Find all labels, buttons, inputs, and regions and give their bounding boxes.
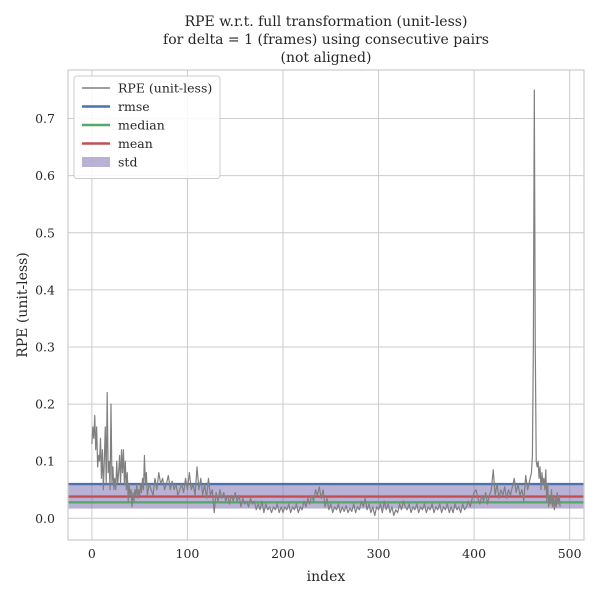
legend-box <box>73 75 221 179</box>
x-tick-label: 100 <box>176 546 200 561</box>
y-tick-label: 0.0 <box>35 511 55 526</box>
y-tick-label: 0.7 <box>35 111 55 126</box>
legend-label-rmse: rmse <box>118 99 150 114</box>
x-tick-labels: 0 100 200 300 400 500 <box>88 546 582 561</box>
y-tick-labels: 0.0 0.1 0.2 0.3 0.4 0.5 0.6 0.7 <box>35 111 55 526</box>
x-tick-label: 400 <box>462 546 486 561</box>
y-tick-label: 0.2 <box>35 397 55 412</box>
x-tick-label: 500 <box>558 546 582 561</box>
title-line-2: for delta = 1 (frames) using consecutive… <box>163 32 489 48</box>
y-tick-label: 0.1 <box>35 454 55 469</box>
series-layer <box>91 89 561 517</box>
plot-frame <box>67 69 585 541</box>
chart-title: RPE w.r.t. full transformation (unit-les… <box>163 14 489 66</box>
legend-label-median: median <box>118 118 165 133</box>
y-tick-label: 0.6 <box>35 168 55 183</box>
legend-label-rpe-unit-less: RPE (unit-less) <box>118 81 212 96</box>
title-line-3: (not aligned) <box>281 50 372 66</box>
y-tick-label: 0.3 <box>35 339 55 354</box>
y-tick-label: 0.4 <box>35 282 55 297</box>
y-axis-label: RPE (unit-less) <box>15 252 31 358</box>
legend-swatch-std <box>82 157 110 167</box>
x-tick-label: 200 <box>271 546 295 561</box>
title-line-1: RPE w.r.t. full transformation (unit-les… <box>185 14 468 30</box>
grid-lines <box>68 70 584 540</box>
x-axis-label: index <box>307 569 346 585</box>
legend-label-mean: mean <box>118 136 153 151</box>
x-tick-label: 0 <box>88 546 96 561</box>
legend: RPE (unit-less) rmse median mean std <box>73 75 221 179</box>
rpe-series-line <box>91 89 561 517</box>
legend-label-std: std <box>118 155 137 170</box>
y-tick-label: 0.5 <box>35 225 55 240</box>
x-tick-label: 300 <box>367 546 391 561</box>
